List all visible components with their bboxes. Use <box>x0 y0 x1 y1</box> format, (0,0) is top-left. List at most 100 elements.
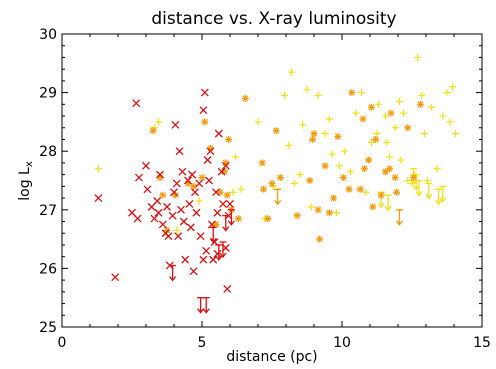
data-point-asterisk-marker <box>216 188 224 196</box>
data-point-plus-marker <box>346 168 354 176</box>
data-point-plus-marker <box>381 112 389 120</box>
data-point-asterisk-marker <box>391 174 399 182</box>
data-point-asterisk-marker <box>268 179 276 187</box>
upper-limit-marker <box>215 244 223 262</box>
data-point-x-marker <box>164 232 173 241</box>
data-point-plus-marker <box>94 165 102 173</box>
data-point-x-marker <box>202 246 211 255</box>
data-point-asterisk-marker <box>212 220 220 228</box>
data-point-plus-marker <box>446 118 454 126</box>
data-point-x-marker <box>188 170 197 179</box>
data-point-x-marker <box>143 185 152 194</box>
data-point-plus-marker <box>439 112 447 120</box>
data-point-asterisk-marker <box>377 191 385 199</box>
data-point-asterisk-marker <box>325 209 333 217</box>
data-point-x-marker <box>175 147 184 156</box>
x-tick-label: 0 <box>58 335 67 351</box>
data-point-plus-marker <box>335 162 343 170</box>
data-point-plus-marker <box>288 68 296 76</box>
data-point-plus-marker <box>414 53 422 61</box>
y-tick-label: 29 <box>39 86 57 102</box>
data-point-asterisk-marker <box>241 94 249 102</box>
y-tick-label: 28 <box>39 144 57 160</box>
data-point-x-marker <box>226 199 234 208</box>
data-point-x-marker <box>199 106 208 115</box>
data-point-asterisk-marker <box>309 135 317 143</box>
data-point-plus-marker <box>195 197 203 205</box>
data-point-plus-marker <box>391 124 399 132</box>
data-point-x-marker <box>142 161 150 170</box>
data-point-asterisk-marker <box>264 215 272 223</box>
data-point-asterisk-marker <box>184 179 192 187</box>
data-point-asterisk-marker <box>372 135 380 143</box>
upper-limit-marker <box>169 264 177 282</box>
data-point-asterisk-marker <box>159 191 167 199</box>
data-point-plus-marker <box>395 97 403 105</box>
data-point-asterisk-marker <box>381 168 389 176</box>
data-point-plus-marker <box>173 226 181 234</box>
data-point-asterisk-marker <box>367 103 375 111</box>
data-point-asterisk-marker <box>339 174 347 182</box>
data-point-x-marker <box>135 173 143 182</box>
data-point-x-marker <box>154 208 163 217</box>
data-point-asterisk-marker <box>330 194 338 202</box>
data-point-plus-marker <box>400 109 408 117</box>
y-axis-label-subscript: x <box>24 161 35 167</box>
data-point-asterisk-marker <box>345 185 353 193</box>
data-point-asterisk-marker <box>306 177 314 184</box>
y-tick-label: 27 <box>39 203 57 219</box>
data-point-asterisk-marker <box>369 203 377 211</box>
upper-limit-marker <box>425 182 433 200</box>
data-point-asterisk-marker <box>316 235 324 243</box>
data-point-plus-marker <box>229 188 237 196</box>
data-point-asterisk-marker <box>314 206 322 214</box>
data-point-asterisk-marker <box>223 191 231 199</box>
data-point-asterisk-marker <box>293 212 301 220</box>
data-point-plus-marker <box>341 147 349 155</box>
x-axis-label: distance (pc) <box>226 349 317 365</box>
data-point-plus-marker <box>328 150 336 158</box>
data-point-plus-marker <box>285 141 293 149</box>
data-point-x-marker <box>181 255 190 264</box>
data-point-x-marker <box>172 179 181 188</box>
data-point-asterisk-marker <box>190 182 198 190</box>
data-point-plus-marker <box>418 92 426 100</box>
data-point-x-marker <box>205 176 213 185</box>
data-point-plus-marker <box>443 89 451 97</box>
data-point-plus-marker <box>303 86 311 94</box>
data-point-x-marker <box>214 129 223 138</box>
data-point-x-marker <box>203 156 212 164</box>
data-point-x-marker <box>189 267 198 276</box>
upper-limit-marker <box>439 185 447 203</box>
upper-limit-marker <box>415 179 423 197</box>
data-point-plus-marker <box>383 138 391 146</box>
data-point-asterisk-marker <box>387 109 395 117</box>
data-point-x-marker <box>168 211 177 220</box>
data-point-asterisk-marker <box>220 168 228 176</box>
data-point-asterisk-marker <box>258 159 266 167</box>
data-point-x-marker <box>213 249 222 258</box>
data-point-plus-marker <box>332 209 340 217</box>
upper-limit-marker <box>209 226 217 244</box>
data-point-x-marker <box>179 217 188 226</box>
data-point-plus-marker <box>299 121 307 129</box>
data-point-x-marker <box>163 202 171 211</box>
data-point-asterisk-marker <box>359 115 367 123</box>
data-point-x-marker <box>156 170 164 179</box>
upper-limit-marker <box>384 194 392 212</box>
data-point-asterisk-marker <box>163 226 171 234</box>
data-point-plus-marker <box>367 138 375 146</box>
data-point-x-marker <box>196 232 205 241</box>
upper-limit-marker <box>222 215 230 232</box>
data-point-plus-marker <box>433 165 441 173</box>
plot-area: 0 5 10 15 25 26 27 28 29 30 <box>39 27 491 351</box>
data-point-x-marker <box>177 205 185 214</box>
data-point-plus-marker <box>373 130 381 138</box>
data-point-x-marker <box>132 99 141 108</box>
data-point-x-marker <box>153 197 162 205</box>
data-point-asterisk-marker <box>356 185 364 193</box>
data-point-plus-marker <box>386 153 394 161</box>
data-point-plus-marker <box>449 83 457 91</box>
data-point-asterisk-marker <box>234 215 242 223</box>
data-point-x-marker <box>94 194 103 203</box>
